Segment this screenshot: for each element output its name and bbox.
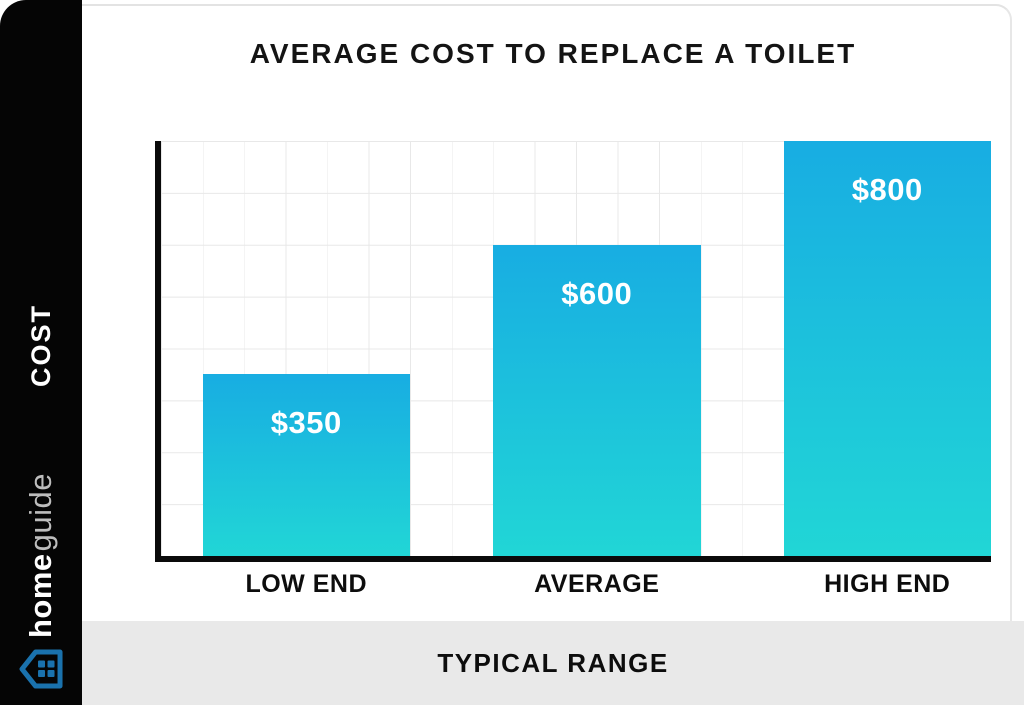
plot-area: $350 $600 $800 <box>155 141 991 562</box>
bar-average: $600 <box>493 244 701 556</box>
bar-value-label: $600 <box>561 275 633 311</box>
footer-band: TYPICAL RANGE <box>82 621 1024 705</box>
y-axis-label: COST <box>25 303 56 387</box>
x-label-high-end: HIGH END <box>824 570 951 598</box>
bar-value-label: $350 <box>270 405 342 441</box>
x-label-low-end: LOW END <box>245 570 368 598</box>
x-axis-title: TYPICAL RANGE <box>437 647 669 678</box>
chart-title: AVERAGE COST TO REPLACE A TOILET <box>249 38 857 69</box>
homeguide-logo: home guide <box>0 468 82 694</box>
bars-group: $350 $600 $800 <box>161 141 991 556</box>
y-axis-label-wrap: COST <box>0 280 82 410</box>
bar-value-label: $800 <box>851 172 923 207</box>
logo-text-home: home <box>23 553 59 639</box>
x-label-average: AVERAGE <box>534 570 660 598</box>
sidebar: COST home guide <box>0 0 82 705</box>
bar-low-end: $350 <box>202 374 410 556</box>
logo-text-guide: guide <box>23 472 59 552</box>
house-icon <box>19 649 63 689</box>
bar-high-end: $800 <box>783 141 991 556</box>
x-axis-labels: LOW END AVERAGE HIGH END <box>161 570 991 599</box>
